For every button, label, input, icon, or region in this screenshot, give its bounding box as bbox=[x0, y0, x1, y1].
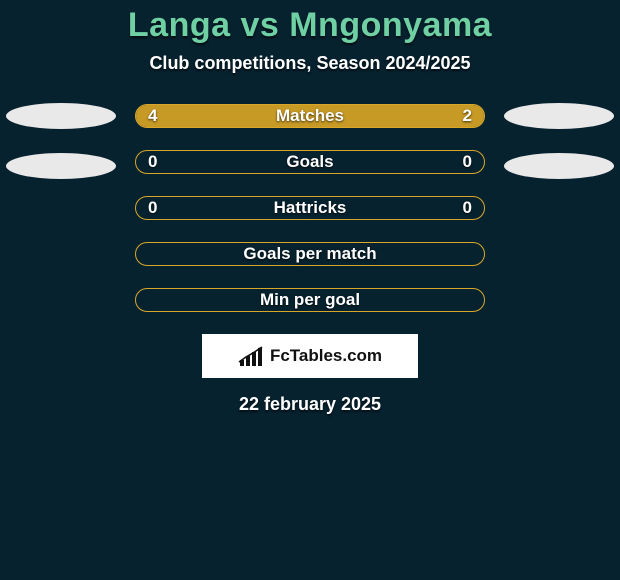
logo-text: FcTables.com bbox=[270, 346, 382, 366]
logo-box: FcTables.com bbox=[202, 334, 418, 378]
stat-label: Goals per match bbox=[136, 243, 484, 265]
player-right-ellipse bbox=[504, 153, 614, 179]
stat-label: Goals bbox=[136, 151, 484, 173]
subtitle: Club competitions, Season 2024/2025 bbox=[149, 53, 470, 74]
stat-label: Min per goal bbox=[136, 289, 484, 311]
stat-bar: 00Hattricks bbox=[135, 196, 485, 220]
logo-chart-icon bbox=[238, 346, 264, 366]
content: Langa vs Mngonyama Club competitions, Se… bbox=[0, 0, 620, 580]
player-left-ellipse bbox=[6, 153, 116, 179]
stat-bar: 42Matches bbox=[135, 104, 485, 128]
player-right-ellipse bbox=[504, 103, 614, 129]
comparison-row: 00Hattricks bbox=[0, 196, 620, 220]
stat-label: Matches bbox=[136, 105, 484, 127]
page-title: Langa vs Mngonyama bbox=[128, 6, 492, 45]
comparison-row: 42Matches bbox=[0, 104, 620, 128]
stat-bar: 00Goals bbox=[135, 150, 485, 174]
player-left-ellipse bbox=[6, 103, 116, 129]
comparison-rows: 42Matches 00Goals 00Hattricks Goals per mat… bbox=[0, 104, 620, 312]
stat-bar: Goals per match bbox=[135, 242, 485, 266]
stat-bar: Min per goal bbox=[135, 288, 485, 312]
comparison-row: Goals per match bbox=[0, 242, 620, 266]
stat-label: Hattricks bbox=[136, 197, 484, 219]
comparison-row: Min per goal bbox=[0, 288, 620, 312]
date-text: 22 february 2025 bbox=[239, 394, 381, 415]
comparison-row: 00Goals bbox=[0, 150, 620, 174]
